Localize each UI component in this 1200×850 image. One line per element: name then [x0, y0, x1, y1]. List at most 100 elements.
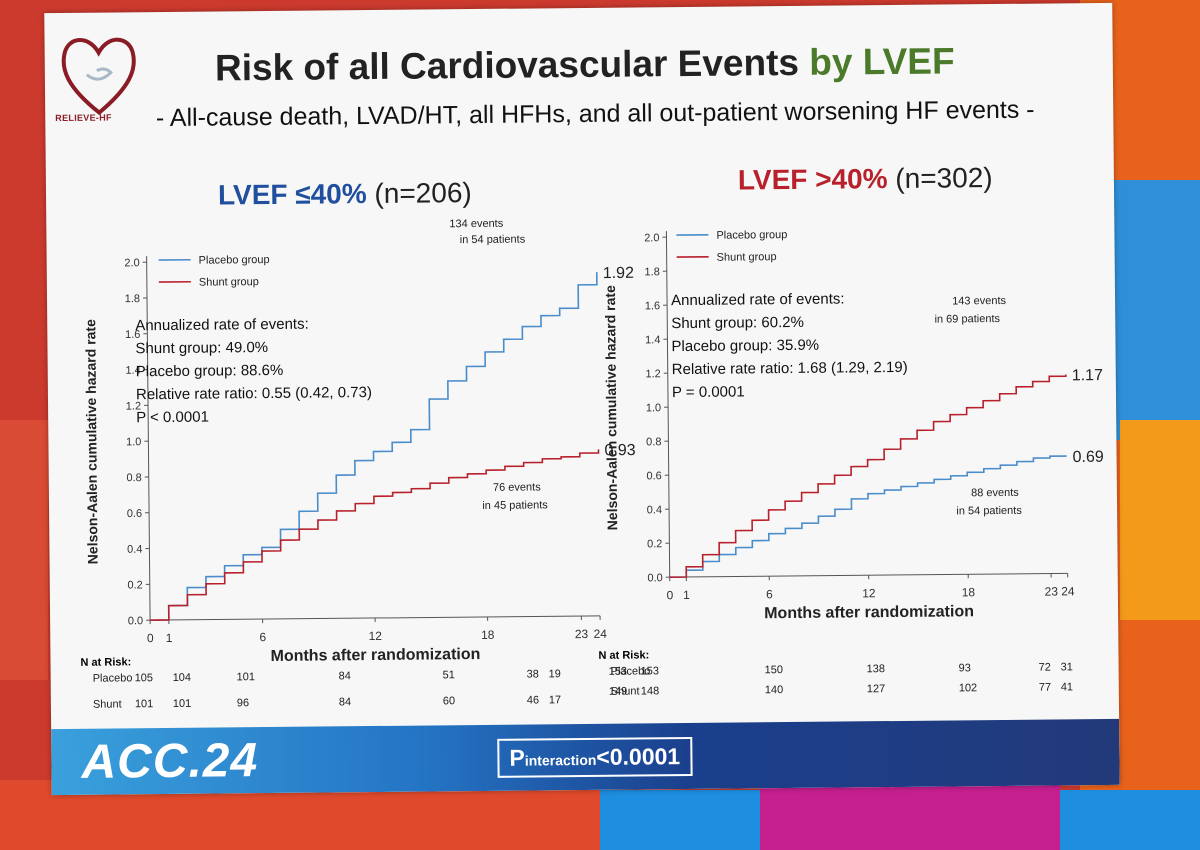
stats-line: P = 0.0001: [672, 383, 745, 401]
legend-entry: Shunt group: [199, 276, 259, 289]
n-at-risk-value: 150: [764, 664, 784, 677]
y-tick-label: 0.8: [126, 472, 141, 484]
footer-banner: ACC.24 Pinteraction<0.0001: [51, 718, 1120, 796]
p-interaction-value: <0.0001: [596, 743, 681, 770]
n-at-risk-value: 19: [548, 668, 561, 681]
n-at-risk-value: 127: [866, 683, 886, 696]
legend-entry: Placebo group: [716, 229, 787, 242]
annotation-text: in 69 patients: [934, 313, 1000, 326]
x-axis-label: Months after randomization: [270, 646, 480, 665]
y-tick-label: 0.0: [128, 615, 143, 627]
stats-line: Shunt group: 49.0%: [135, 339, 268, 357]
y-tick-label: 1.6: [645, 300, 660, 312]
n-at-risk-value: 101: [172, 697, 192, 710]
x-tick-label: 23: [575, 627, 589, 641]
y-axis-label: Nelson-Aalen cumulative hazard rate: [602, 285, 620, 530]
stats-line: P < 0.0001: [136, 409, 209, 427]
n-at-risk-label: N at Risk:: [598, 649, 650, 662]
y-tick-label: 0.6: [127, 508, 142, 520]
y-tick-label: 1.0: [646, 402, 661, 414]
y-tick-label: 1.6: [125, 329, 140, 341]
n-at-risk-value: 105: [134, 672, 154, 685]
stats-line: Annualized rate of events:: [135, 316, 309, 335]
y-tick-label: 0.4: [127, 544, 142, 556]
n-at-risk-value: 148: [640, 685, 660, 698]
x-tick-label: 6: [259, 630, 266, 644]
annotation-text: 143 events: [952, 295, 1006, 308]
y-tick-label: 0.6: [646, 470, 661, 482]
x-tick-label: 23: [1045, 584, 1059, 598]
annotation-text: in 54 patients: [460, 234, 526, 247]
placebo-line: [669, 455, 1067, 578]
y-tick-label: 1.8: [125, 293, 140, 305]
n-at-risk-value: 46: [526, 694, 540, 707]
n-at-risk-value: 38: [526, 668, 539, 681]
n-at-risk-group: Placebo: [92, 672, 133, 685]
y-axis-line: [665, 231, 671, 578]
n-at-risk-group: Shunt: [92, 698, 122, 711]
legend-entry: Shunt group: [717, 251, 777, 264]
n-at-risk-label: N at Risk:: [80, 656, 132, 669]
placebo-end-label: 1.92: [603, 265, 634, 282]
stats-line: Relative rate ratio: 0.55 (0.42, 0.73): [136, 384, 372, 403]
n-at-risk-value: 153: [608, 665, 628, 678]
y-tick-label: 1.2: [645, 368, 660, 380]
annotation-text: 76 events: [493, 481, 541, 493]
x-tick-label: 6: [766, 587, 773, 601]
x-tick-label: 12: [862, 586, 876, 600]
n-at-risk-value: 17: [548, 694, 562, 707]
stats-line: Placebo group: 88.6%: [136, 362, 284, 380]
y-tick-label: 0.8: [646, 436, 661, 448]
n-at-risk-value: 102: [958, 682, 978, 695]
y-axis-label: Nelson-Aalen cumulative hazard rate: [82, 319, 100, 564]
n-at-risk-value: 140: [764, 684, 784, 697]
annotation-text: in 54 patients: [956, 505, 1022, 518]
n-at-risk-value: 60: [442, 695, 456, 708]
right-km-chart: 0.0 0.2 0.4 0.6 0.8 1.0 1.2 1.4 1.6 1.8 2.0 0 1 6 12 18…: [602, 229, 1104, 622]
n-at-risk-value: 84: [338, 670, 351, 683]
y-tick-label: 1.4: [125, 365, 140, 377]
placebo-line: [150, 272, 598, 621]
x-tick-label: 24: [594, 627, 608, 641]
x-tick-label: 1: [166, 631, 173, 645]
y-tick-label: 0.2: [647, 538, 662, 550]
acc24-logo: ACC.24: [81, 734, 259, 789]
n-at-risk-value: 72: [1038, 661, 1051, 674]
n-at-risk-value: 41: [1060, 681, 1074, 694]
x-tick-label: 18: [962, 585, 976, 599]
x-tick-label: 24: [1061, 584, 1075, 598]
n-at-risk-value: 138: [866, 663, 886, 676]
y-tick-label: 2.0: [124, 257, 139, 269]
n-at-risk-value: 31: [1060, 661, 1073, 674]
x-tick-label: 0: [147, 631, 154, 645]
n-at-risk-value: 101: [134, 698, 154, 711]
y-tick-label: 1.2: [126, 400, 141, 412]
p-interaction-p: P: [509, 744, 525, 771]
y-tick-label: 0.0: [647, 572, 662, 584]
p-interaction-sub: interaction: [524, 751, 597, 769]
annotation-text: in 45 patients: [482, 499, 548, 512]
placebo-end-label: 0.69: [1073, 449, 1104, 466]
shunt-line: [669, 374, 1067, 578]
x-tick-label: 0: [666, 588, 673, 602]
x-tick-label: 1: [683, 588, 690, 602]
stats-line: Shunt group: 60.2%: [671, 314, 804, 332]
y-tick-label: 2.0: [644, 232, 659, 244]
y-tick-label: 1.4: [645, 334, 660, 346]
n-at-risk-value: 101: [236, 671, 256, 684]
shunt-end-label: 0.93: [604, 442, 635, 459]
x-axis-label: Months after randomization: [764, 603, 974, 622]
stats-line: Annualized rate of events:: [671, 290, 845, 309]
y-tick-label: 0.4: [647, 504, 662, 516]
shunt-end-label: 1.17: [1072, 367, 1103, 384]
p-interaction-box: Pinteraction<0.0001: [497, 736, 693, 778]
slide: RELIEVE-HF Risk of all Cardiovascular Ev…: [44, 2, 1120, 796]
y-tick-label: 0.2: [127, 579, 142, 591]
left-km-chart: 0.0 0.2 0.4 0.6 0.8 1.0 1.2 1.4 1.6 1.8 2.0 0 1 6 12 18…: [82, 218, 636, 665]
stats-line: Placebo group: 35.9%: [671, 337, 819, 355]
shunt-line: [150, 449, 600, 621]
stats-line: Relative rate ratio: 1.68 (1.29, 2.19): [672, 359, 908, 378]
x-tick-label: 18: [481, 628, 495, 642]
annotation-text: 134 events: [449, 218, 503, 231]
heart-logo-icon: [61, 37, 136, 116]
